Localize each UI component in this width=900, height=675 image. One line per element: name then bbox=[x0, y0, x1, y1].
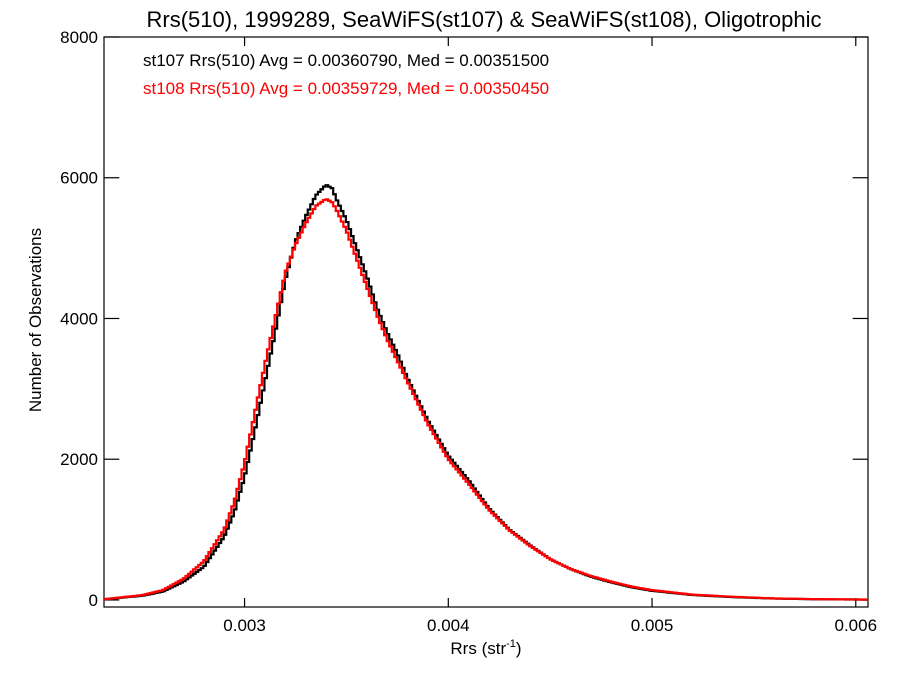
y-tick-label: 0 bbox=[89, 591, 98, 610]
x-tick-label: 0.006 bbox=[835, 616, 878, 635]
y-tick-label: 4000 bbox=[60, 309, 98, 328]
x-axis-label-main: Rrs (str bbox=[450, 639, 506, 658]
x-tick-label: 0.005 bbox=[631, 616, 674, 635]
series-group bbox=[104, 184, 868, 601]
x-tick-label: 0.003 bbox=[223, 616, 266, 635]
x-axis-label-close: ) bbox=[516, 639, 522, 658]
y-tick-label: 2000 bbox=[60, 450, 98, 469]
legend-st107: st107 Rrs(510) Avg = 0.00360790, Med = 0… bbox=[143, 51, 549, 70]
x-axis-label-superscript: -1 bbox=[506, 638, 516, 650]
legend-st108: st108 Rrs(510) Avg = 0.00359729, Med = 0… bbox=[143, 79, 549, 98]
chart-title: Rrs(510), 1999289, SeaWiFS(st107) & SeaW… bbox=[147, 7, 822, 32]
y-tick-label: 8000 bbox=[60, 28, 98, 47]
y-axis-label: Number of Observations bbox=[26, 228, 45, 412]
plot-frame bbox=[103, 36, 869, 608]
x-axis-label: Rrs (str-1) bbox=[450, 638, 521, 658]
histogram-series-st108 bbox=[104, 198, 868, 601]
y-tick-label: 6000 bbox=[60, 169, 98, 188]
axis-ticks: 0.003 0.004 0.005 0.006 0 2000 4000 6000 8000 bbox=[60, 28, 877, 635]
x-tick-label: 0.004 bbox=[427, 616, 470, 635]
